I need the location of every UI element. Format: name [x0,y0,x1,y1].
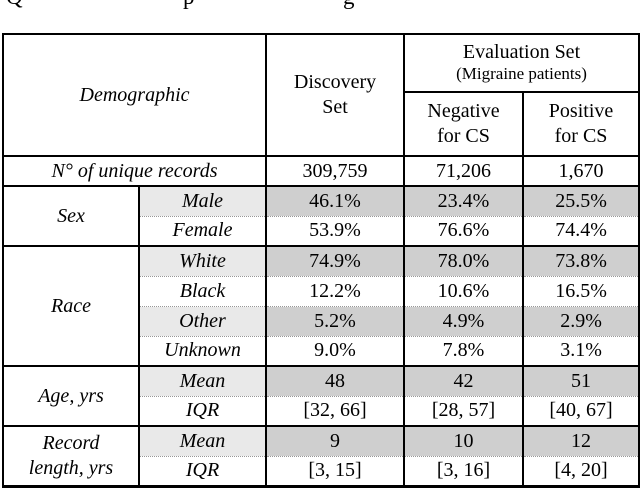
sub-label: Mean [137,365,268,396]
row-unique-records: N° of unique records 309,759 71,206 1,67… [1,155,640,186]
sub-label: Other [137,305,268,336]
cell-value: [32, 66] [265,395,406,426]
cell-value: 78.0% [403,245,525,276]
header-row-2: Negative for CS Positive for CS [3,92,640,156]
header-negative-for-cs: Negative for CS [403,92,525,156]
header-discovery-set: Discovery Set [265,34,406,156]
cell-value: 2.9% [522,305,640,336]
cell-value: 48 [265,365,406,396]
row-sex-female: Female 53.9% 76.6% 74.4% [3,215,640,246]
cell-value: [3, 16] [403,455,525,486]
cell-value: 74.4% [522,215,640,246]
sub-label: Mean [137,425,268,456]
header-evaluation-set: Evaluation Set (Migraine patients) [403,34,640,93]
row-sex-male: Sex Male 46.1% 23.4% 25.5% [2,185,640,246]
cell-value: [3, 15] [265,455,406,486]
cell-value: 1,670 [522,155,640,186]
evaluation-set-subtitle: (Migraine patients) [456,63,587,83]
cell-value: 12.2% [265,275,406,306]
row-record-length-mean: Record length, yrs Mean 9 10 12 [2,425,640,486]
sub-label: IQR [137,455,268,486]
header-row-1: Demographic Discovery Set Evaluation Set… [1,34,640,156]
sub-label: Female [137,215,268,246]
cell-value: 10 [403,425,525,456]
cell-value: [40, 67] [522,395,640,426]
cell-value: 73.8% [522,245,640,276]
sub-label: Black [137,275,268,306]
cell-value: 9 [265,425,406,456]
cell-value: 9.0% [265,335,406,366]
cell-value: 309,759 [265,155,406,186]
cell-value: 3.1% [522,335,640,366]
sub-label: IQR [137,395,268,426]
cell-value: 25.5% [522,185,640,216]
header-demographic: Demographic [1,34,268,156]
caption-fragment: p [183,0,195,8]
cell-value: 23.4% [403,185,525,216]
sub-label: White [137,245,268,276]
cell-value: 46.1% [265,185,406,216]
row-record-length-iqr: IQR [3, 15] [3, 16] [4, 20] [3,455,640,486]
cell-value: [4, 20] [522,455,640,486]
row-race-black: Black 12.2% 10.6% 16.5% [3,275,640,306]
group-label-sex: Sex [2,185,140,246]
group-label-age: Age, yrs [2,365,140,426]
caption-fragment: Q [6,0,23,8]
cell-value: 76.6% [403,215,525,246]
cell-value: 4.9% [403,305,525,336]
cell-value: 12 [522,425,640,456]
row-race-white: Race White 74.9% 78.0% 73.8% [2,245,640,366]
cell-value: 53.9% [265,215,406,246]
cell-value: 10.6% [403,275,525,306]
cell-value: 71,206 [403,155,525,186]
row-label-unique-records: N° of unique records [1,155,268,186]
row-race-other: Other 5.2% 4.9% 2.9% [3,305,640,336]
clipped-caption: Q p g [0,0,640,9]
row-race-unknown: Unknown 9.0% 7.8% 3.1% [3,335,640,366]
cell-value: [28, 57] [403,395,525,426]
cell-value: 74.9% [265,245,406,276]
sub-label: Unknown [137,335,268,366]
cell-value: 42 [403,365,525,396]
row-age-iqr: IQR [32, 66] [28, 57] [40, 67] [3,395,640,426]
group-label-record-length: Record length, yrs [2,425,140,486]
header-positive-for-cs: Positive for CS [522,92,640,156]
evaluation-set-title: Evaluation Set [462,40,581,63]
cell-value: 16.5% [522,275,640,306]
group-label-race: Race [2,245,140,366]
cell-value: 5.2% [265,305,406,336]
row-age-mean: Age, yrs Mean 48 42 51 [2,365,640,426]
sub-label: Male [137,185,268,216]
cell-value: 51 [522,365,640,396]
cell-value: 7.8% [403,335,525,366]
demographics-table: Demographic Discovery Set Evaluation Set… [1,33,640,488]
caption-fragment: g [343,0,355,8]
